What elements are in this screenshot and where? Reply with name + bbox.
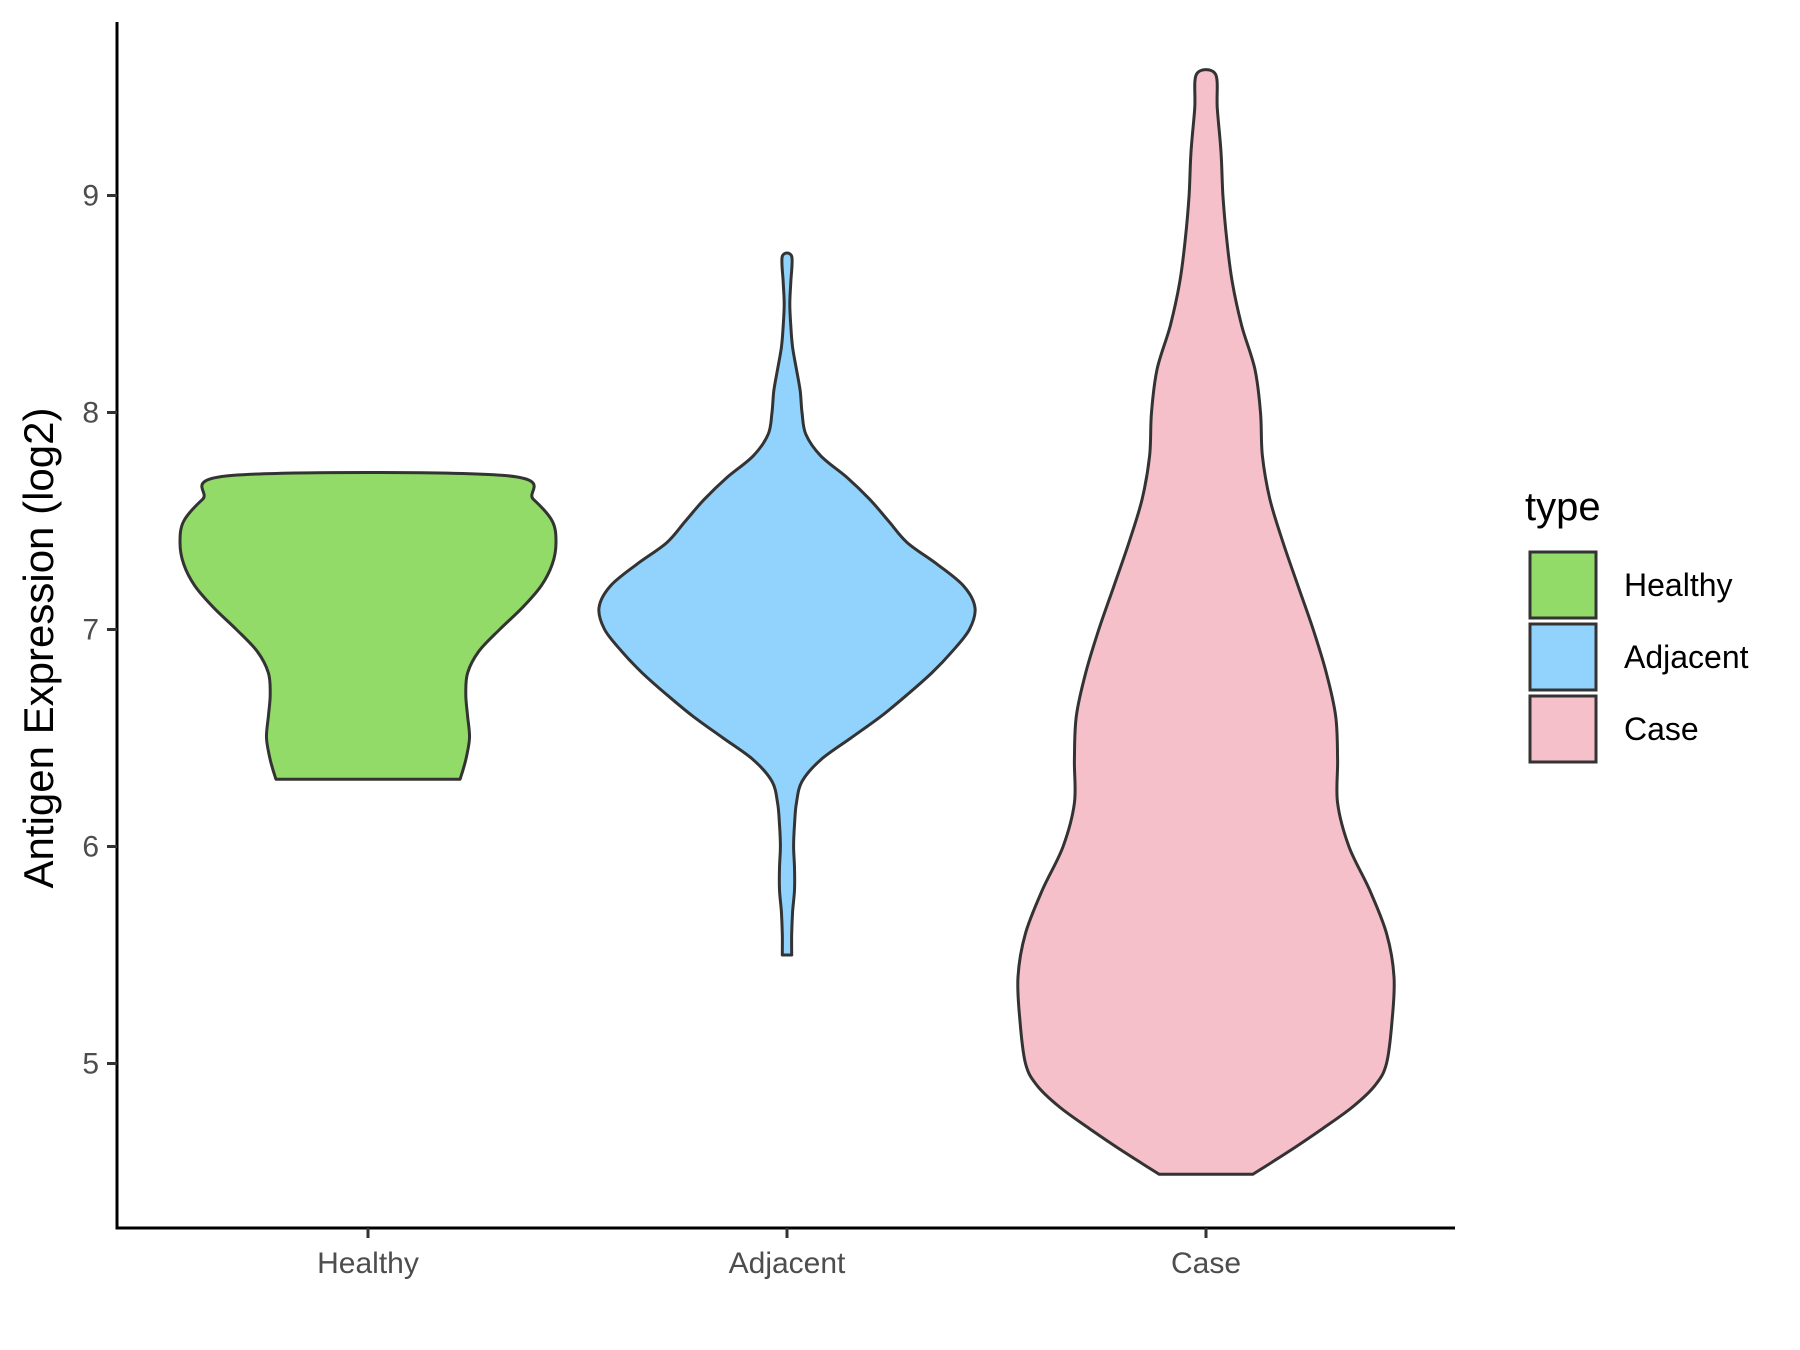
legend-key-case xyxy=(1528,694,1598,764)
x-tick-label-case: Case xyxy=(1171,1247,1241,1280)
legend-key-healthy xyxy=(1528,550,1598,620)
legend-key-adjacent xyxy=(1528,622,1598,692)
y-tick-label: 5 xyxy=(82,1048,99,1081)
legend-label-healthy: Healthy xyxy=(1624,567,1733,603)
violin-group xyxy=(178,68,1396,1176)
axes xyxy=(115,22,1455,1230)
y-tick-label: 8 xyxy=(82,397,99,430)
y-tick-label: 6 xyxy=(82,831,99,864)
x-tick-label-healthy: Healthy xyxy=(317,1247,419,1280)
violin-healthy xyxy=(178,470,558,781)
x-axis-ticks: Healthy Adjacent Case xyxy=(317,1228,1241,1280)
y-axis-ticks: 5 6 7 8 9 xyxy=(82,180,117,1081)
violin-case xyxy=(1016,68,1396,1176)
legend-title: type xyxy=(1525,485,1601,529)
legend-label-adjacent: Adjacent xyxy=(1624,639,1749,675)
x-tick-label-adjacent: Adjacent xyxy=(729,1247,846,1280)
legend: type Healthy Adjacent Case xyxy=(1525,485,1749,764)
y-tick-label: 7 xyxy=(82,614,99,647)
legend-label-case: Case xyxy=(1624,711,1699,747)
y-tick-label: 9 xyxy=(82,180,99,213)
y-axis-title: Antigen Expression (log2) xyxy=(15,408,62,889)
violin-adjacent xyxy=(597,251,977,957)
